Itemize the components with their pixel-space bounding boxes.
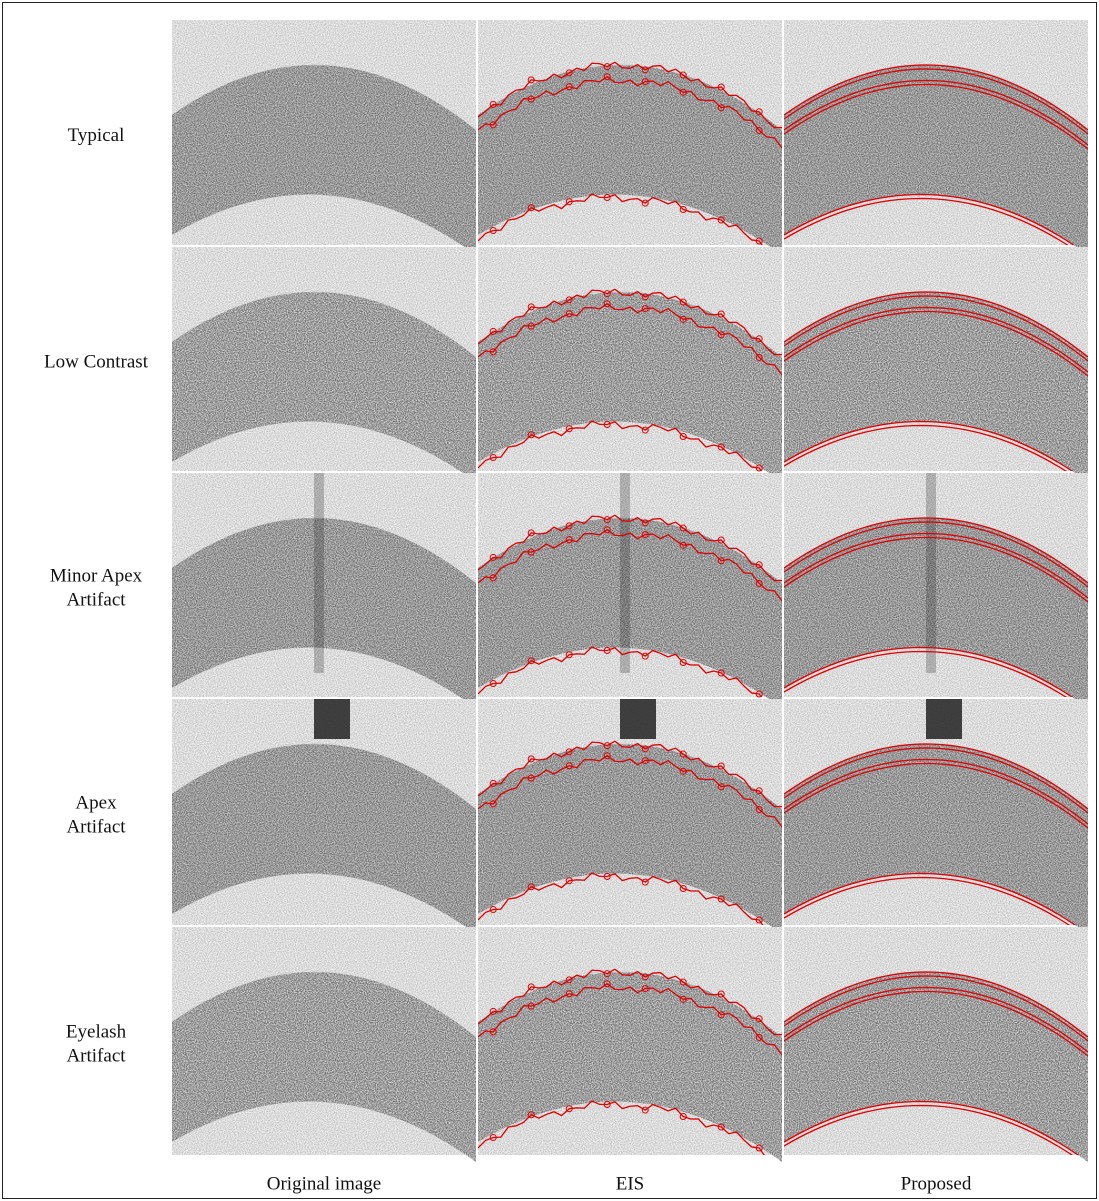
row-label: Apex xyxy=(75,792,117,813)
image-panel xyxy=(172,247,476,482)
image-panel xyxy=(784,927,1088,1166)
row-label: Artifact xyxy=(66,1045,126,1066)
row-label: Eyelash xyxy=(66,1021,127,1042)
row-label: Artifact xyxy=(66,816,126,837)
image-panel xyxy=(784,699,1088,938)
image-panel xyxy=(172,20,476,255)
page: Typical Low Contrast Minor Apex Artifact Ape… xyxy=(0,0,1099,1201)
apex-artifact xyxy=(926,699,962,739)
column-label: Original image xyxy=(267,1173,382,1194)
image-panel xyxy=(478,699,782,935)
image-panel xyxy=(478,20,782,256)
image-panel xyxy=(478,247,782,483)
column-label: EIS xyxy=(616,1173,645,1194)
image-panel xyxy=(172,927,476,1162)
apex-artifact xyxy=(620,699,656,739)
row-label: Minor Apex xyxy=(50,565,143,586)
image-panel xyxy=(172,699,476,934)
image-panel xyxy=(784,473,1088,712)
apex-artifact xyxy=(926,473,936,673)
row-label: Typical xyxy=(68,125,125,146)
image-panel xyxy=(478,927,782,1163)
apex-artifact xyxy=(314,473,324,673)
apex-artifact xyxy=(620,473,630,673)
figure: Typical Low Contrast Minor Apex Artifact Ape… xyxy=(0,0,1099,1201)
row-label: Low Contrast xyxy=(44,351,149,372)
apex-artifact xyxy=(314,699,350,739)
image-panel xyxy=(172,473,476,708)
row-label: Artifact xyxy=(66,589,126,610)
image-panel xyxy=(784,247,1088,486)
image-panel xyxy=(784,20,1088,259)
column-label: Proposed xyxy=(901,1173,972,1194)
image-panel xyxy=(478,473,782,709)
